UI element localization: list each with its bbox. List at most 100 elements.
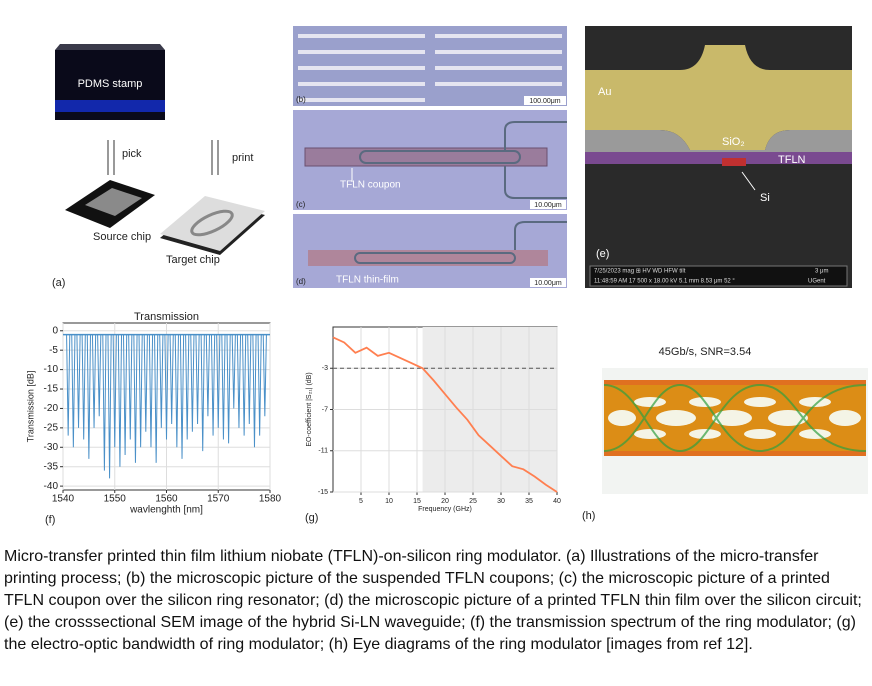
si-core (722, 158, 746, 166)
y-tick-label: -15 (44, 384, 59, 395)
info-text: 7/25/2023 mag ⊞ HV WD HFW tilt (594, 269, 686, 275)
scale-box (530, 200, 566, 209)
y-axis-label: Transmission [dB] (25, 371, 35, 443)
x-tick-label: 20 (441, 498, 449, 505)
si-label: Si (760, 192, 770, 204)
resonance-dip (185, 334, 190, 440)
panel-b: (b) 100.00μm (293, 26, 567, 106)
resonance-dip (91, 334, 97, 428)
x-tick-label: 10 (385, 498, 393, 505)
x-tick-label: 35 (525, 498, 533, 505)
data-line (332, 336, 558, 493)
panel-label: (f) (45, 514, 55, 526)
resonance-dip (86, 334, 91, 459)
waveguide (514, 221, 567, 250)
resonance-dip (71, 334, 76, 448)
source-coupons (85, 188, 142, 216)
resonance-dip (205, 334, 210, 417)
resonance-dip (117, 334, 123, 467)
resonance-dip (236, 334, 242, 428)
resonance-dip (143, 334, 148, 432)
x-tick-label: 40 (553, 498, 561, 505)
resonance-dip (123, 334, 128, 456)
eye-title: 45Gb/s, SNR=3.54 (659, 346, 752, 358)
panel-label: (e) (596, 248, 609, 260)
y-axis-label: EO-coefficient |S₂₁| (dB) (306, 372, 313, 446)
pick-label: pick (122, 148, 142, 160)
scale-label: 3 μm (815, 269, 828, 275)
panel-d: TFLN thin-film (d) 10.00μm (293, 214, 567, 288)
resonance-dip (174, 334, 179, 448)
print-label: print (232, 152, 253, 164)
stamp-top (55, 44, 165, 50)
eye-openings (608, 397, 861, 439)
resonance-dip (138, 334, 143, 448)
x-tick-label: 15 (413, 498, 421, 505)
resonance-dip (226, 334, 231, 444)
x-tick-label: 1580 (259, 494, 282, 505)
scale-label: 10.00μm (534, 280, 562, 287)
x-tick-label: 1570 (207, 494, 230, 505)
panel-label: (a) (52, 277, 65, 289)
chart-title: Transmission (134, 311, 199, 323)
resonance-dip (179, 334, 185, 459)
resonance-dip (190, 334, 195, 432)
resonance-dip (128, 334, 133, 440)
figure: PDMS stamp pick print Source chip Target… (25, 26, 868, 526)
y-tick-label: -10 (44, 364, 59, 375)
resonance-dip (200, 334, 205, 452)
panel-label: (h) (582, 510, 595, 522)
resonance-dip (76, 334, 81, 428)
y-tick-label: -20 (44, 403, 59, 414)
resonance-dip (210, 334, 216, 436)
resonance-dip (262, 334, 267, 417)
waveguide (504, 121, 567, 199)
resonance-dip (169, 334, 174, 424)
resonance-dip (164, 334, 169, 440)
resonance-dip (221, 334, 226, 440)
info-bar (589, 265, 848, 287)
sio2-label: SiO₂ (722, 136, 745, 148)
oxide-layer (585, 130, 852, 152)
stamp-glow (55, 100, 165, 112)
y-tick-label: -11 (318, 448, 328, 455)
resonance-dip (112, 334, 117, 448)
resonance-dip (216, 334, 221, 428)
resonance-dip (242, 334, 247, 436)
y-tick-label: -35 (44, 461, 59, 472)
scale-box (530, 278, 566, 287)
panel-label: (b) (296, 95, 306, 104)
ring (359, 150, 521, 164)
tfln-label: TFLN (778, 154, 806, 166)
x-tick-label: 30 (497, 498, 505, 505)
x-tick-label: 1550 (104, 494, 127, 505)
panel-a: PDMS stamp pick print Source chip Target… (52, 44, 265, 289)
x-axis-label: Frequency (GHz) (418, 506, 472, 513)
org-label: UGent (808, 279, 826, 285)
panel-e: Au SiO₂ TFLN Si (e) 7/25/2023 mag ⊞ HV W… (585, 26, 852, 288)
gold-layer (585, 45, 852, 150)
tfln-layer (585, 152, 852, 164)
y-tick-label: -25 (44, 423, 59, 434)
resonance-dip (107, 334, 112, 479)
au-label: Au (598, 86, 611, 98)
target-label: Target chip (166, 254, 220, 266)
resonance-dip (102, 334, 107, 471)
info-text: 11:48:59 AM 17 500 x 18.00 kV 5.1 mm 8.5… (594, 279, 735, 285)
panel-label: (d) (296, 277, 306, 286)
coupon-rows (298, 34, 562, 102)
resonance-dip (252, 334, 257, 448)
x-tick-label: 25 (469, 498, 477, 505)
resonance-dip (133, 334, 138, 463)
x-tick-label: 1560 (155, 494, 178, 505)
coupon (304, 147, 548, 167)
resonance-dip (231, 334, 236, 409)
y-tick-label: 0 (52, 325, 58, 336)
resonance-dip (148, 334, 154, 448)
scale-box (524, 96, 566, 105)
y-tick-label: -15 (318, 489, 328, 496)
resonance-dip (257, 334, 262, 436)
ring (190, 209, 234, 237)
resonance-dip (97, 334, 102, 417)
stamp-label: PDMS stamp (78, 78, 143, 90)
